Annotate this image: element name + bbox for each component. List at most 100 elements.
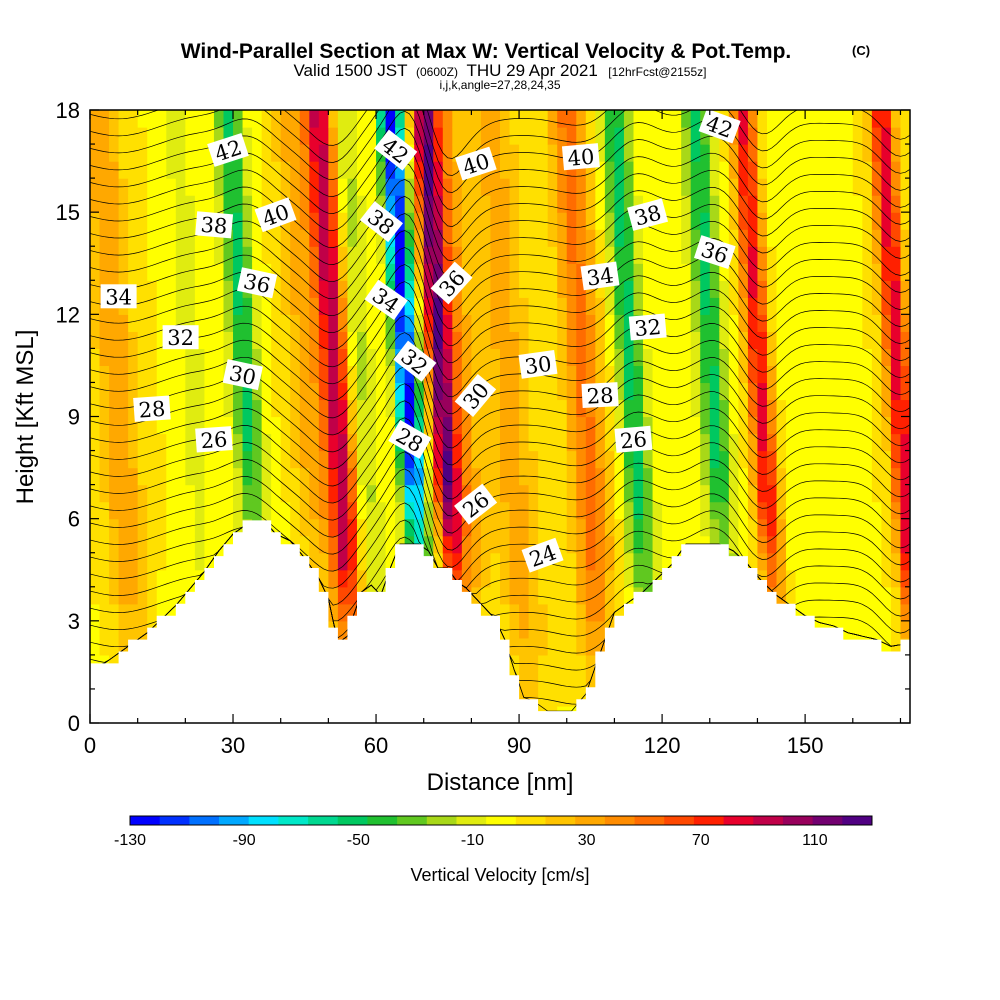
velocity-cell	[747, 433, 759, 452]
velocity-cell	[595, 620, 606, 639]
velocity-cell	[795, 127, 806, 145]
velocity-cell	[185, 178, 196, 196]
velocity-cell	[223, 110, 234, 128]
velocity-cell	[328, 229, 339, 247]
velocity-cell	[309, 518, 320, 537]
isentrope-label: 34	[100, 284, 137, 309]
velocity-cell	[519, 263, 530, 281]
velocity-cell	[814, 280, 825, 298]
velocity-cell	[137, 280, 148, 298]
velocity-cell	[90, 314, 101, 332]
velocity-cell	[185, 229, 196, 247]
velocity-cell	[233, 297, 244, 315]
velocity-cell	[747, 297, 759, 315]
velocity-cell	[585, 212, 596, 230]
velocity-cell	[623, 552, 635, 571]
velocity-cell	[833, 212, 844, 230]
velocity-cell	[233, 161, 244, 179]
isentrope-label: 26	[614, 425, 653, 453]
velocity-cell	[690, 178, 701, 196]
velocity-cell	[833, 382, 844, 401]
velocity-cell	[414, 263, 425, 281]
velocity-cell	[185, 382, 196, 401]
velocity-cell	[356, 195, 368, 213]
velocity-cell	[99, 501, 110, 520]
velocity-cell	[347, 127, 358, 145]
velocity-cell	[423, 280, 434, 298]
velocity-cell	[871, 195, 882, 213]
velocity-cell	[204, 467, 215, 486]
velocity-cell	[442, 178, 453, 196]
velocity-cell	[376, 229, 387, 247]
velocity-cell	[576, 348, 587, 367]
velocity-cell	[728, 331, 739, 349]
velocity-cell	[309, 467, 320, 486]
velocity-cell	[862, 212, 873, 230]
velocity-cell	[137, 246, 148, 264]
x-tick-label: 30	[221, 733, 245, 758]
velocity-cell	[852, 110, 863, 128]
velocity-cell	[719, 178, 730, 196]
isentrope-label: 40	[561, 143, 600, 171]
y-tick-label: 18	[56, 98, 80, 123]
velocity-cell	[404, 263, 415, 281]
velocity-cell	[318, 212, 329, 230]
velocity-cell	[395, 246, 406, 264]
velocity-cell	[566, 178, 577, 196]
velocity-cell	[700, 127, 711, 145]
velocity-cell	[852, 127, 863, 145]
velocity-cell	[309, 399, 320, 418]
velocity-cell	[480, 212, 492, 230]
velocity-cell	[538, 450, 549, 469]
velocity-cell	[328, 603, 339, 622]
velocity-cell	[776, 433, 787, 452]
velocity-cell	[309, 246, 320, 264]
velocity-cell	[547, 161, 558, 179]
velocity-cell	[900, 280, 910, 298]
velocity-cell	[852, 484, 863, 503]
velocity-cell	[681, 110, 692, 128]
isentrope-line	[90, 383, 910, 483]
velocity-cell	[461, 365, 472, 384]
velocity-cell	[595, 365, 606, 384]
velocity-cell	[728, 416, 739, 435]
velocity-cell	[223, 314, 234, 332]
velocity-cell	[843, 280, 854, 298]
velocity-cell	[566, 297, 577, 315]
velocity-cell	[824, 552, 835, 571]
velocity-cell	[824, 229, 835, 247]
velocity-cell	[252, 348, 263, 367]
velocity-cell	[166, 603, 177, 622]
velocity-cell	[404, 416, 415, 435]
isentrope-label: 36	[237, 267, 278, 298]
velocity-cell	[728, 229, 739, 247]
velocity-cell	[175, 518, 186, 537]
velocity-cell	[862, 229, 873, 247]
velocity-cell	[404, 212, 415, 230]
velocity-cell	[566, 467, 577, 486]
isentrope-label: 26	[454, 483, 498, 525]
velocity-cell	[795, 586, 806, 605]
velocity-cell	[309, 348, 320, 367]
velocity-cell	[871, 569, 882, 588]
velocity-cell	[271, 433, 282, 452]
velocity-cell	[366, 263, 377, 281]
velocity-cell	[643, 518, 654, 537]
velocity-cell	[662, 484, 673, 503]
velocity-cell	[871, 518, 882, 537]
velocity-cell	[652, 144, 663, 162]
velocity-cell	[433, 467, 444, 486]
velocity-cell	[233, 331, 244, 349]
velocity-cell	[385, 535, 396, 554]
velocity-cell	[833, 518, 844, 537]
velocity-cell	[709, 314, 720, 332]
velocity-cell	[223, 518, 234, 537]
velocity-cell	[757, 399, 768, 418]
velocity-cell	[99, 212, 110, 230]
velocity-cell	[433, 178, 444, 196]
velocity-cell	[147, 110, 158, 128]
velocity-cell	[795, 416, 806, 435]
velocity-cell	[719, 518, 730, 537]
velocity-cell	[194, 127, 206, 145]
velocity-cell	[290, 263, 301, 281]
